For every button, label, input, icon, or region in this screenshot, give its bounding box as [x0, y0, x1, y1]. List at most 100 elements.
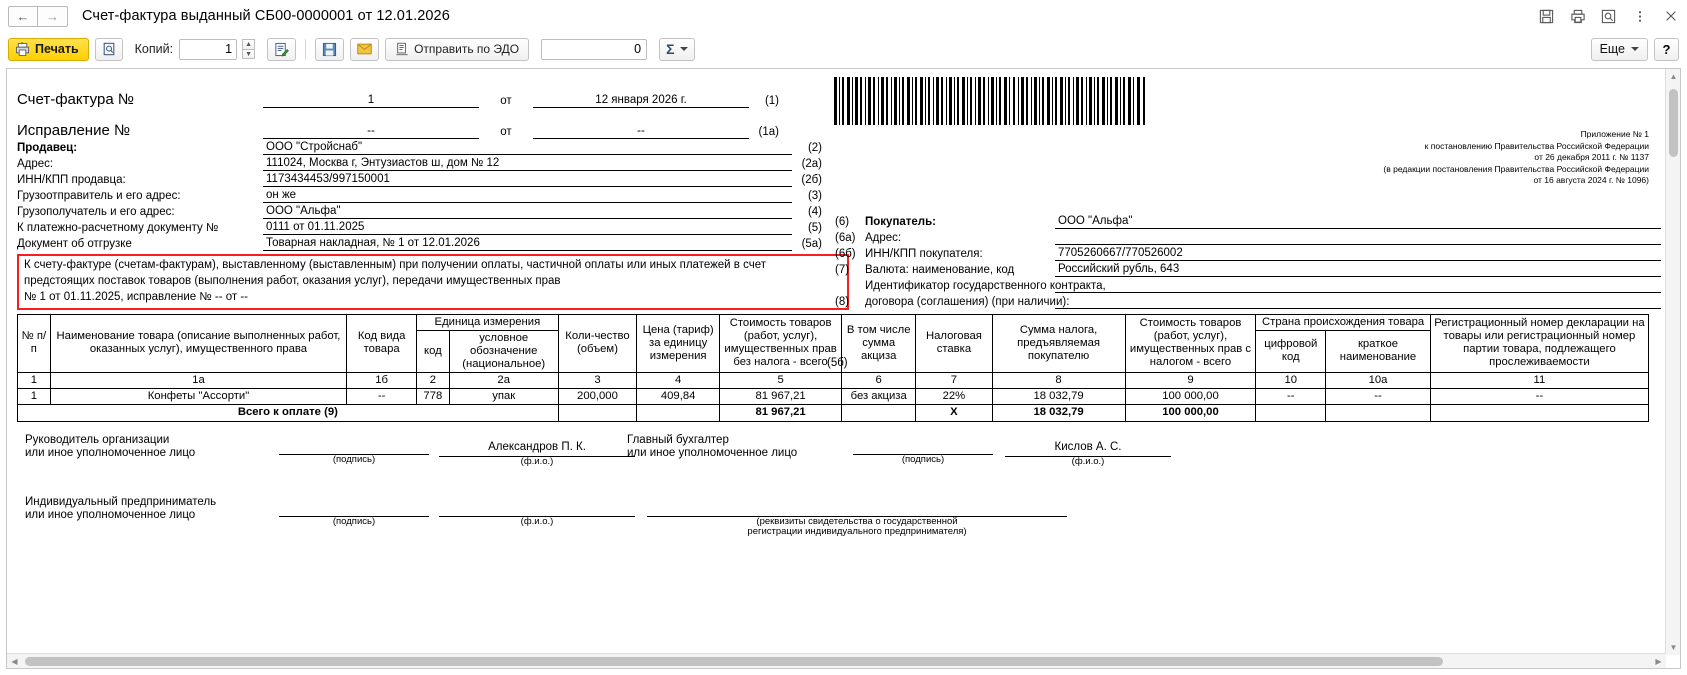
buyer-fields: (6) Покупатель: ООО "Альфа" (6а) Адрес: (6б) И… [835, 213, 1661, 309]
close-icon[interactable] [1662, 8, 1679, 25]
cell-cost-w-tax: 100 000,00 [1124, 387, 1257, 405]
help-button[interactable]: ? [1654, 37, 1679, 61]
seller-row-label-2: Адрес: [17, 157, 54, 170]
buyer-row-value-5[interactable] [1055, 292, 1661, 293]
seller-row-value-7[interactable]: Товарная накладная, № 1 от 12.01.2026 [263, 237, 793, 251]
seller-row-label-5: Грузополучатель и его адрес: [17, 205, 175, 218]
seller-row-marker-2: (2а) [801, 157, 823, 170]
entrepreneur-name-rule [439, 515, 635, 517]
cell-price: 409,84 [636, 387, 721, 405]
column-number-10: 7 [915, 371, 993, 389]
cell-goods-type-code: -- [346, 387, 417, 405]
column-number-5: 2а [448, 371, 559, 389]
th-unit-group: Единица измерения [416, 313, 559, 331]
seller-row-value-4[interactable]: он же [263, 189, 793, 203]
buyer-row-value-6[interactable] [1055, 308, 1661, 309]
cell-country-code: -- [1255, 387, 1327, 405]
seller-row-value-3[interactable]: 1173434453/997150001 [263, 173, 793, 187]
copies-stepper-down[interactable]: ▼ [242, 49, 256, 59]
vertical-scrollbar[interactable]: ▲ ▼ [1665, 69, 1680, 655]
more-button[interactable]: Еще [1590, 37, 1648, 61]
scroll-up-icon[interactable]: ▲ [1669, 72, 1678, 81]
more-icon[interactable] [1631, 8, 1648, 25]
horizontal-scrollbar[interactable]: ◀ ▶ [7, 653, 1666, 668]
cell-tax-rate: 22% [915, 387, 993, 405]
seller-row-5: Грузополучатель и его адрес: ООО "Альфа" (… [17, 203, 826, 219]
total-blank-country-code [1255, 403, 1327, 422]
invoice-number[interactable]: 1 [263, 94, 479, 108]
document-header: Счет-фактура № 1 от 12 января 2026 г. (1… [17, 77, 1655, 251]
horizontal-scroll-thumb[interactable] [25, 657, 1443, 666]
buyer-row-value-3[interactable]: 7705260667/770526002 [1055, 247, 1661, 261]
copies-stepper-up[interactable]: ▲ [242, 39, 256, 49]
scroll-down-icon[interactable]: ▼ [1669, 643, 1678, 652]
print-button[interactable]: Печать [8, 37, 89, 61]
entrepreneur-cert-line: (реквизиты свидетельства о государственн… [647, 515, 1067, 539]
printer-icon [15, 41, 30, 56]
signatures-section: Руководитель организации или иное уполно… [17, 434, 1655, 574]
seller-row-value-2[interactable]: 111024, Москва г, Энтузиастов ш, дом № 1… [263, 157, 793, 171]
seller-row-marker-1: (2) [807, 141, 823, 154]
column-number-row: 1 1а 1б 2 2а 3 4 5 6 7 8 9 10 10а 11 [17, 371, 1650, 389]
entrepreneur-cert-caption-1: (реквизиты свидетельства о государственн… [756, 515, 958, 527]
scroll-right-icon[interactable]: ▶ [1655, 657, 1662, 666]
print-preview-button[interactable] [94, 37, 123, 61]
entrepreneur-title: Индивидуальный предприниматель или иное … [25, 496, 285, 522]
seller-row-value-1[interactable]: ООО "Стройснаб" [263, 141, 793, 155]
column-number-4: 2 [416, 371, 450, 389]
scroll-left-icon[interactable]: ◀ [11, 657, 18, 666]
buyer-row-label-2: Адрес: [865, 231, 902, 244]
invoice-date[interactable]: 12 января 2026 г. [533, 94, 749, 108]
buyer-row-value-4[interactable]: Российский рубль, 643 [1055, 263, 1661, 277]
table-row[interactable]: 1 Конфеты "Ассорти" -- 778 упак 200,000 409,84… [17, 387, 1650, 405]
save-icon[interactable] [1538, 8, 1555, 25]
vertical-scroll-thumb[interactable] [1669, 89, 1678, 157]
edit-document-button[interactable] [267, 37, 297, 61]
preview-icon[interactable] [1600, 8, 1617, 25]
email-button[interactable] [350, 37, 380, 61]
accountant-title: Главный бухгалтер или иное уполномоченно… [627, 434, 877, 460]
correction-date[interactable]: -- [533, 125, 749, 139]
advance-invoice-note: К счету-фактуре (счетам-фактурам), выста… [17, 254, 849, 310]
save-button[interactable] [315, 37, 345, 61]
seller-row-label-4: Грузоотправитель и его адрес: [17, 189, 181, 202]
amount-input[interactable] [541, 38, 648, 60]
forward-button[interactable]: → [38, 5, 68, 27]
buyer-row-label-3: ИНН/КПП покупателя: [865, 247, 983, 260]
cell-unit-code: 778 [416, 387, 450, 405]
window-title-bar: ← → Счет-фактура выданный СБ00-0000001 о… [0, 0, 1687, 32]
invoice-number-row: Счет-фактура № 1 от 12 января 2026 г. (1… [17, 77, 826, 108]
th-country-group: Страна происхождения товара [1255, 313, 1431, 331]
print-icon[interactable] [1569, 8, 1586, 25]
seller-row-marker-4: (3) [807, 189, 823, 202]
entrepreneur-name-line: (ф.и.о.) [439, 515, 635, 528]
table-total-row: Всего к оплате (9) 81 967,21 X 18 032,79 100… [17, 403, 1650, 422]
note-line-3: № 1 от 01.11.2025, исправление № -- от -… [24, 290, 248, 303]
th-cost-w-tax: Стоимость товаров (работ, услуг), имущес… [1124, 313, 1257, 373]
seller-row-value-5[interactable]: ООО "Альфа" [263, 205, 793, 219]
table-header-row-2: код условное обозначение (национальное) … [18, 329, 1649, 373]
copies-input[interactable] [179, 38, 238, 60]
seller-row-label-6: К платежно-расчетному документу № [17, 221, 219, 234]
correction-number[interactable]: -- [263, 125, 479, 139]
total-cost-wo-tax: 81 967,21 [719, 403, 843, 422]
seller-row-value-6[interactable]: 0111 от 01.11.2025 [263, 221, 793, 235]
cell-unit-name: упак [448, 387, 559, 405]
cell-cost-wo-tax: 81 967,21 [719, 387, 843, 405]
buyer-row-value-1[interactable]: ООО "Альфа" [1055, 215, 1661, 229]
back-button[interactable]: ← [8, 5, 38, 27]
buyer-row-label-1: Покупатель: [865, 215, 937, 228]
sum-button[interactable]: Σ [659, 37, 695, 61]
director-name-line: Александров П. К. (ф.и.о.) [439, 441, 635, 479]
column-number-8: 5 [719, 371, 843, 389]
navigation-buttons: ← → [8, 5, 68, 27]
copies-stepper[interactable]: ▲ ▼ [242, 39, 256, 59]
buyer-row-label-6: договора (соглашения) (при наличии): [865, 295, 1070, 308]
th-decl-number: Регистрационный номер декларации на това… [1429, 313, 1650, 373]
save-icon [323, 42, 337, 56]
send-edo-button[interactable]: Отправить по ЭДО [385, 37, 530, 61]
th-tax-rate: Налоговая ставка [915, 313, 993, 373]
buyer-row-value-2[interactable] [1055, 244, 1661, 245]
entrepreneur-line-1: Индивидуальный предприниматель [25, 495, 217, 508]
